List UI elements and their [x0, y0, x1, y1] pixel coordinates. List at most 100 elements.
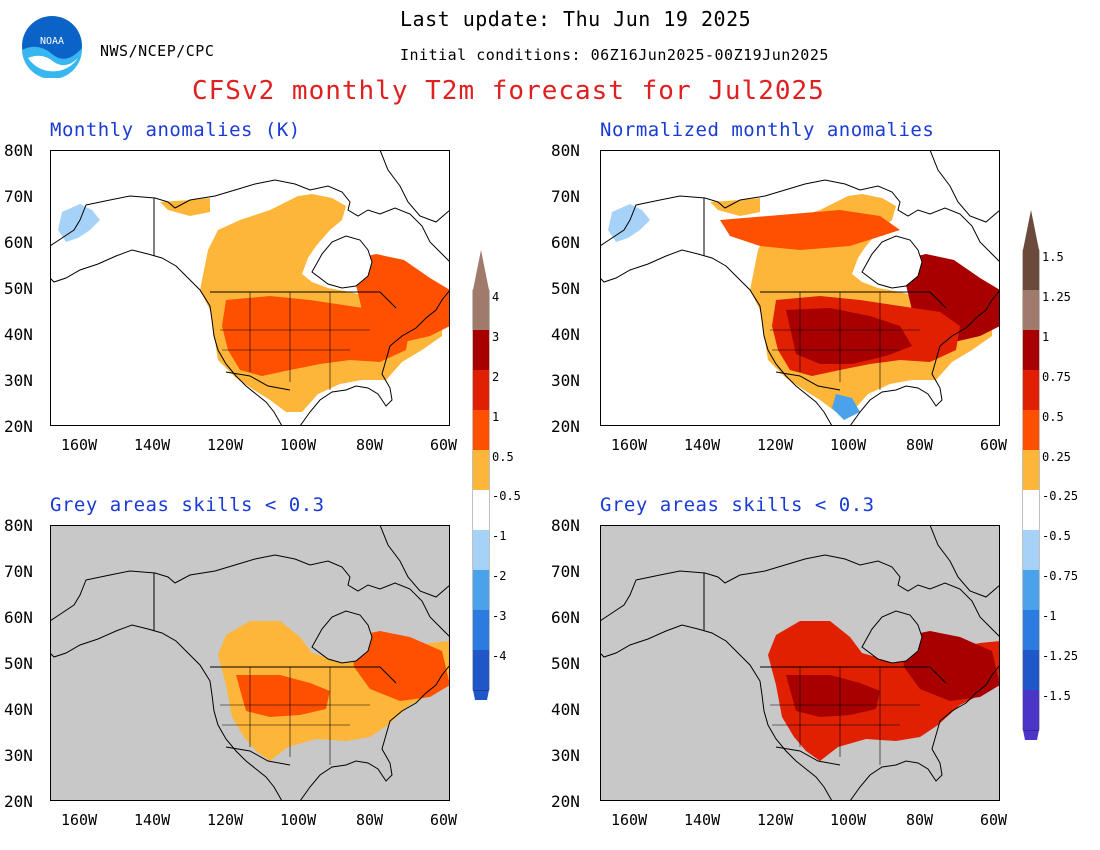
lon-label: 100W — [280, 811, 317, 829]
colorbar-label: -0.75 — [1042, 569, 1078, 583]
colorbar-label: 1 — [1042, 330, 1049, 344]
lat-label: 70N — [4, 187, 33, 206]
last-update: Last update: Thu Jun 19 2025 — [400, 7, 752, 31]
colorbar-segment — [1023, 250, 1039, 290]
lat-label: 70N — [551, 187, 580, 206]
colorbar-label: 0.25 — [1042, 450, 1071, 464]
lon-label: 80W — [356, 811, 384, 829]
lon-label: 160W — [611, 811, 648, 829]
colorbar-absolute-svg: 4 3 2 1 0.5 -0.5 -1 -2 -3 -4 — [472, 250, 521, 730]
lat-label: 60N — [551, 233, 580, 252]
us-mexico-border — [225, 746, 291, 766]
state-borders — [770, 667, 920, 765]
logo-text: NOAA — [40, 36, 64, 47]
state-borders — [220, 667, 370, 765]
lat-label: 80N — [4, 141, 33, 160]
lat-label: 80N — [551, 516, 580, 535]
lat-label: 60N — [4, 233, 33, 252]
hudson-bay — [311, 610, 373, 664]
coastline — [599, 554, 1001, 802]
colorbar-segment — [473, 370, 489, 410]
lat-label: 60N — [551, 608, 580, 627]
lon-label: 140W — [134, 811, 171, 829]
state-borders — [770, 292, 920, 390]
panel-title-anomalies: Monthly anomalies (K) — [50, 119, 301, 141]
colorbar-normalized-svg: 1.5 1.25 1 0.75 0.5 0.25 -0.25 -0.5 -0.7… — [1022, 210, 1078, 770]
warm-anomaly-region — [710, 198, 760, 216]
colorbar-label: 2 — [492, 370, 499, 384]
noaa-logo: NOAA — [20, 14, 84, 80]
colorbar-segment — [473, 330, 489, 370]
lon-label: 120W — [207, 811, 244, 829]
map-skill-absolute — [49, 524, 451, 802]
panel-title-normalized: Normalized monthly anomalies — [600, 119, 935, 141]
lon-label: 140W — [684, 811, 721, 829]
colorbar-arrow-top — [1023, 210, 1039, 250]
lat-label: 30N — [551, 746, 580, 765]
lon-label: 120W — [207, 436, 244, 454]
map-panel-anomalies — [49, 149, 451, 427]
colorbar-segment — [1023, 410, 1039, 450]
lat-label: 40N — [4, 700, 33, 719]
lon-label: 60W — [980, 811, 1008, 829]
panel-title-skill-absolute: Grey areas skills < 0.3 — [50, 494, 325, 516]
colorbar-arrow-top — [473, 250, 489, 290]
panel-title-skill-normalized: Grey areas skills < 0.3 — [600, 494, 875, 516]
colorbar-label: 0.5 — [1042, 410, 1064, 424]
colorbar-segment — [1023, 450, 1039, 490]
colorbar-label: -0.5 — [1042, 529, 1071, 543]
colorbar-label: -0.25 — [1042, 489, 1078, 503]
lat-label: 20N — [551, 417, 580, 436]
colorbar-label: 3 — [492, 330, 499, 344]
colorbar-normalized: 1.5 1.25 1 0.75 0.5 0.25 -0.25 -0.5 -0.7… — [1015, 210, 1100, 770]
lat-label: 50N — [4, 654, 33, 673]
us-canada-border — [760, 666, 947, 684]
colorbar-segment — [1023, 530, 1039, 570]
colorbar-segment — [1023, 570, 1039, 610]
cool-anomaly-region — [58, 204, 100, 242]
lon-label: 160W — [611, 436, 648, 454]
lat-label: 60N — [4, 608, 33, 627]
us-mexico-border — [775, 371, 841, 391]
map-anomalies — [49, 149, 451, 427]
map-frame — [50, 150, 450, 426]
hudson-bay — [861, 235, 923, 289]
map-frame — [50, 525, 450, 801]
lon-label: 100W — [830, 436, 867, 454]
colorbar-arrow-bottom — [1023, 730, 1039, 770]
colorbar-segment — [473, 490, 489, 530]
lon-label: 160W — [61, 811, 98, 829]
lon-label: 160W — [61, 436, 98, 454]
hudson-bay — [861, 610, 923, 664]
lat-label: 70N — [551, 562, 580, 581]
colorbar-segment — [1023, 490, 1039, 530]
map-skill-normalized — [599, 524, 1001, 802]
warm-anomaly-region — [350, 631, 450, 701]
colorbar-segment — [473, 450, 489, 490]
cool-anomaly-region — [608, 204, 650, 242]
coastline — [49, 179, 451, 427]
lat-label: 50N — [4, 279, 33, 298]
hudson-bay — [311, 235, 373, 289]
main-title: CFSv2 monthly T2m forecast for Jul2025 — [192, 76, 825, 106]
lat-label: 50N — [551, 654, 580, 673]
colorbar-label: -1.25 — [1042, 649, 1078, 663]
lat-label: 30N — [4, 746, 33, 765]
us-canada-border — [210, 291, 397, 309]
lat-label: 70N — [4, 562, 33, 581]
lat-label: 30N — [4, 371, 33, 390]
colorbar-absolute: 4 3 2 1 0.5 -0.5 -1 -2 -3 -4 — [465, 250, 540, 730]
agency-label: NWS/NCEP/CPC — [100, 42, 215, 60]
colorbar-arrow-bottom — [473, 690, 489, 730]
lon-label: 80W — [906, 811, 934, 829]
colorbar-segment — [1023, 690, 1039, 730]
lon-label: 80W — [906, 436, 934, 454]
state-borders — [220, 292, 370, 390]
lon-label: 100W — [830, 811, 867, 829]
colorbar-label: -4 — [492, 649, 506, 663]
colorbar-label: 1 — [492, 410, 499, 424]
lon-label: 140W — [134, 436, 171, 454]
us-canada-border — [760, 291, 947, 309]
us-mexico-border — [775, 746, 841, 766]
colorbar-label: 0.75 — [1042, 370, 1071, 384]
